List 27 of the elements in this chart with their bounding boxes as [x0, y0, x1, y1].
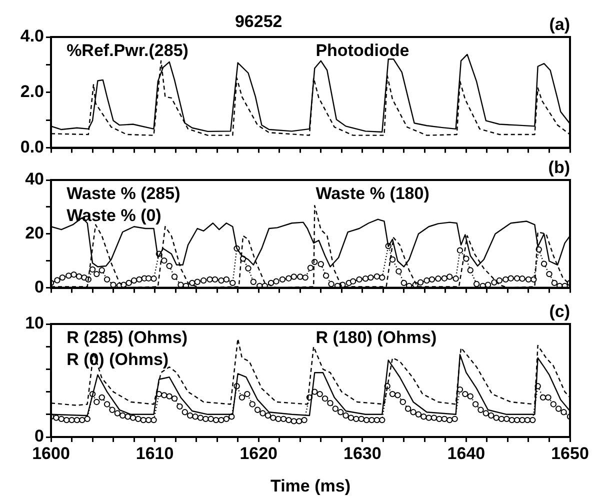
annotation: Waste % (0) [66, 206, 162, 226]
y-tick-label: 20 [25, 224, 44, 243]
annotation: R (285) (Ohms) [66, 328, 188, 348]
chart-title: 96252 [234, 12, 282, 32]
x-tick-label: 1620 [240, 444, 278, 463]
annotation: R (0) (Ohms) [66, 350, 169, 370]
annotation: %Ref.Pwr.(285) [66, 41, 188, 60]
x-tick-label: 1600 [32, 444, 70, 463]
x-tick-label: 1610 [136, 444, 174, 463]
text: (b) [548, 158, 570, 178]
text: (c) [549, 302, 570, 322]
x-tick-label: 1650 [551, 444, 589, 463]
annotation: Waste % (285) [66, 184, 180, 204]
annotation: Waste % (180) [316, 184, 430, 204]
y-tick-label: 10 [25, 314, 44, 333]
x-axis-title: Time (ms) [270, 476, 350, 496]
x-tick-label: 1630 [343, 444, 382, 463]
annotation: Photodiode [316, 41, 410, 60]
y-tick-label: 0.0 [20, 137, 44, 156]
annotation: R (180) (Ohms) [316, 328, 437, 348]
y-tick-label: 40 [25, 170, 44, 189]
x-tick-label: 1640 [447, 444, 486, 463]
y-tick-label: 0 [34, 277, 44, 296]
text: (a) [549, 15, 570, 34]
y-tick-label: 0 [34, 426, 44, 446]
y-tick-label: 2.0 [20, 82, 44, 102]
y-tick-label: 4.0 [20, 26, 44, 46]
